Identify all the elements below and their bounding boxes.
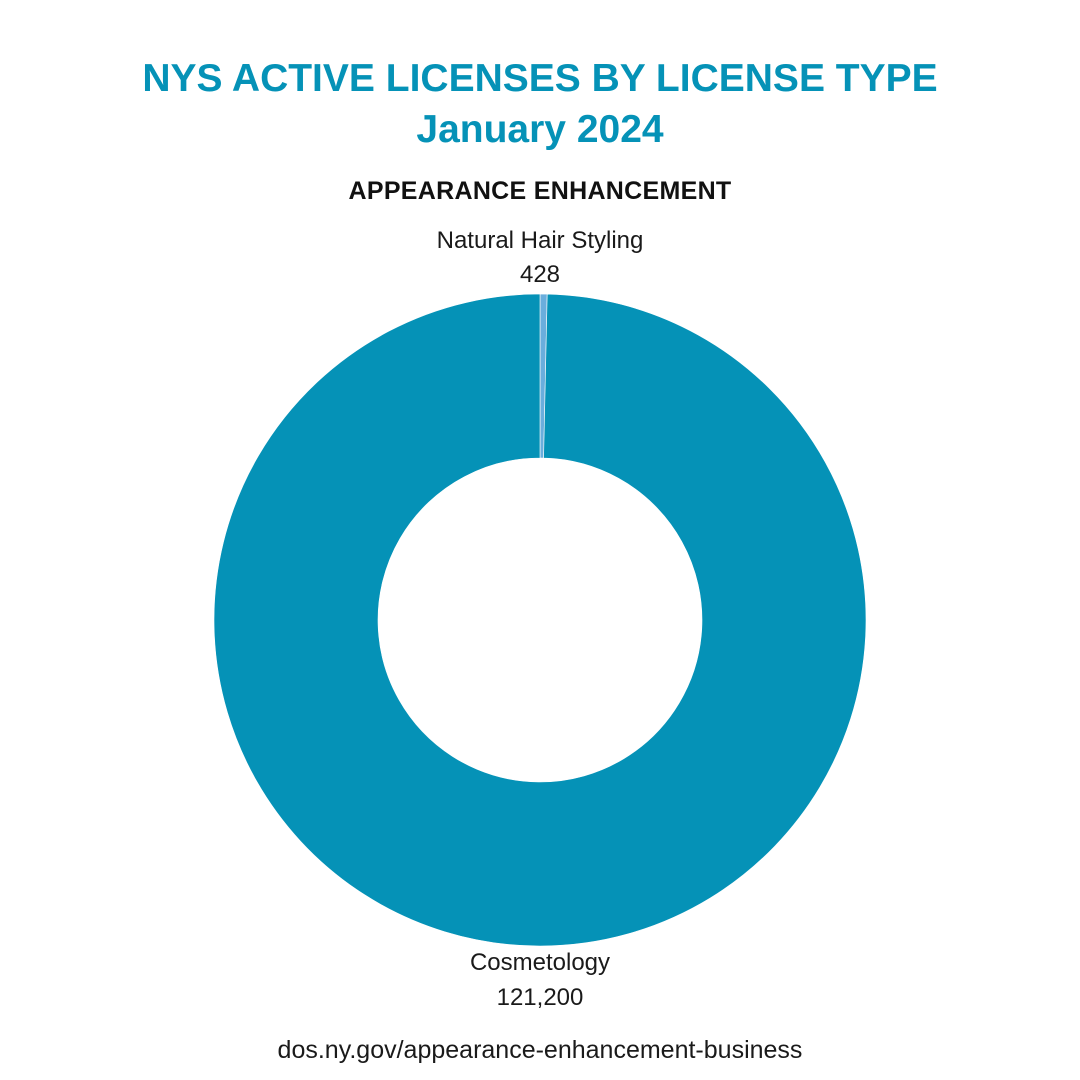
chart-subtitle: APPEARANCE ENHANCEMENT	[348, 177, 732, 205]
slice-label-natural-hair-styling: Natural Hair Styling	[436, 227, 644, 254]
footer-url[interactable]: dos.ny.gov/appearance-enhancement-busine…	[277, 1036, 803, 1064]
chart-date: January 2024	[416, 108, 664, 151]
slice-cosmetology	[213, 293, 867, 947]
slice-value-cosmetology: 121,200	[496, 984, 584, 1011]
chart-title: NYS ACTIVE LICENSES BY LICENSE TYPE	[142, 57, 938, 100]
slice-value-natural-hair-styling: 428	[519, 261, 561, 288]
slice-label-cosmetology: Cosmetology	[469, 949, 611, 976]
